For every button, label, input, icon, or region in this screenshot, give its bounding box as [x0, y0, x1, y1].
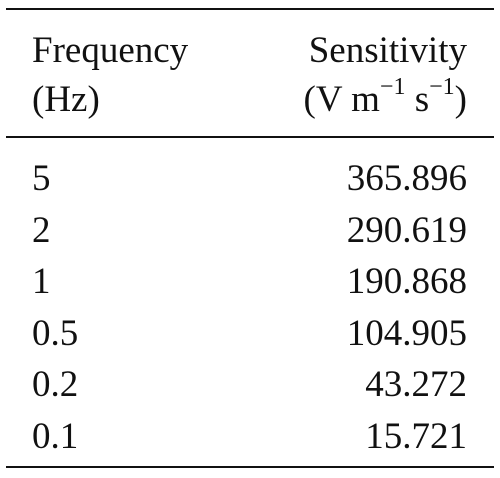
sensitivity-cell: 190.868: [346, 261, 467, 302]
sensitivity-cell: 15.721: [365, 415, 467, 457]
unit-prefix: (V m: [303, 79, 380, 120]
table-header: Frequency (Hz) Sensitivity (V m−1 s−1): [0, 26, 500, 126]
frequency-cell: 2: [32, 209, 51, 251]
mid-rule: [6, 136, 494, 138]
header-frequency: Frequency (Hz): [32, 26, 188, 124]
unit-mid: s: [405, 79, 430, 120]
frequency-cell: 0.1: [32, 415, 79, 457]
unit-exponent-1: −1: [379, 73, 406, 100]
header-sensitivity-unit: (V m−1 s−1): [304, 75, 467, 124]
header-sensitivity: Sensitivity (V m−1 s−1): [304, 26, 467, 124]
sensitivity-cell: 104.905: [346, 312, 467, 354]
header-frequency-title: Frequency: [32, 30, 189, 71]
table-row: 2 290.619: [0, 205, 500, 257]
table-row: 0.1 15.721: [0, 411, 500, 463]
frequency-cell: 0.5: [32, 312, 79, 354]
table-row: 1 190.868: [0, 256, 500, 308]
unit-exponent-2: −1: [429, 73, 455, 100]
table-body: 5 365.896 2 290.619 1 190.868 0.5 104.90…: [0, 153, 500, 462]
frequency-cell: 0.2: [32, 364, 79, 405]
unit-suffix: ): [454, 79, 467, 120]
table-row: 5 365.896: [0, 153, 500, 205]
header-frequency-unit: (Hz): [32, 79, 100, 120]
sensitivity-cell: 365.896: [346, 158, 467, 199]
table-row: 0.5 104.905: [0, 308, 500, 360]
sensitivity-cell: 290.619: [346, 209, 467, 251]
frequency-cell: 1: [32, 261, 51, 302]
header-sensitivity-title: Sensitivity: [308, 30, 467, 71]
frequency-cell: 5: [32, 158, 51, 199]
table-row: 0.2 43.272: [0, 359, 500, 411]
sensitivity-cell: 43.272: [365, 364, 467, 405]
top-rule: [6, 8, 494, 10]
bottom-rule: [6, 466, 494, 468]
